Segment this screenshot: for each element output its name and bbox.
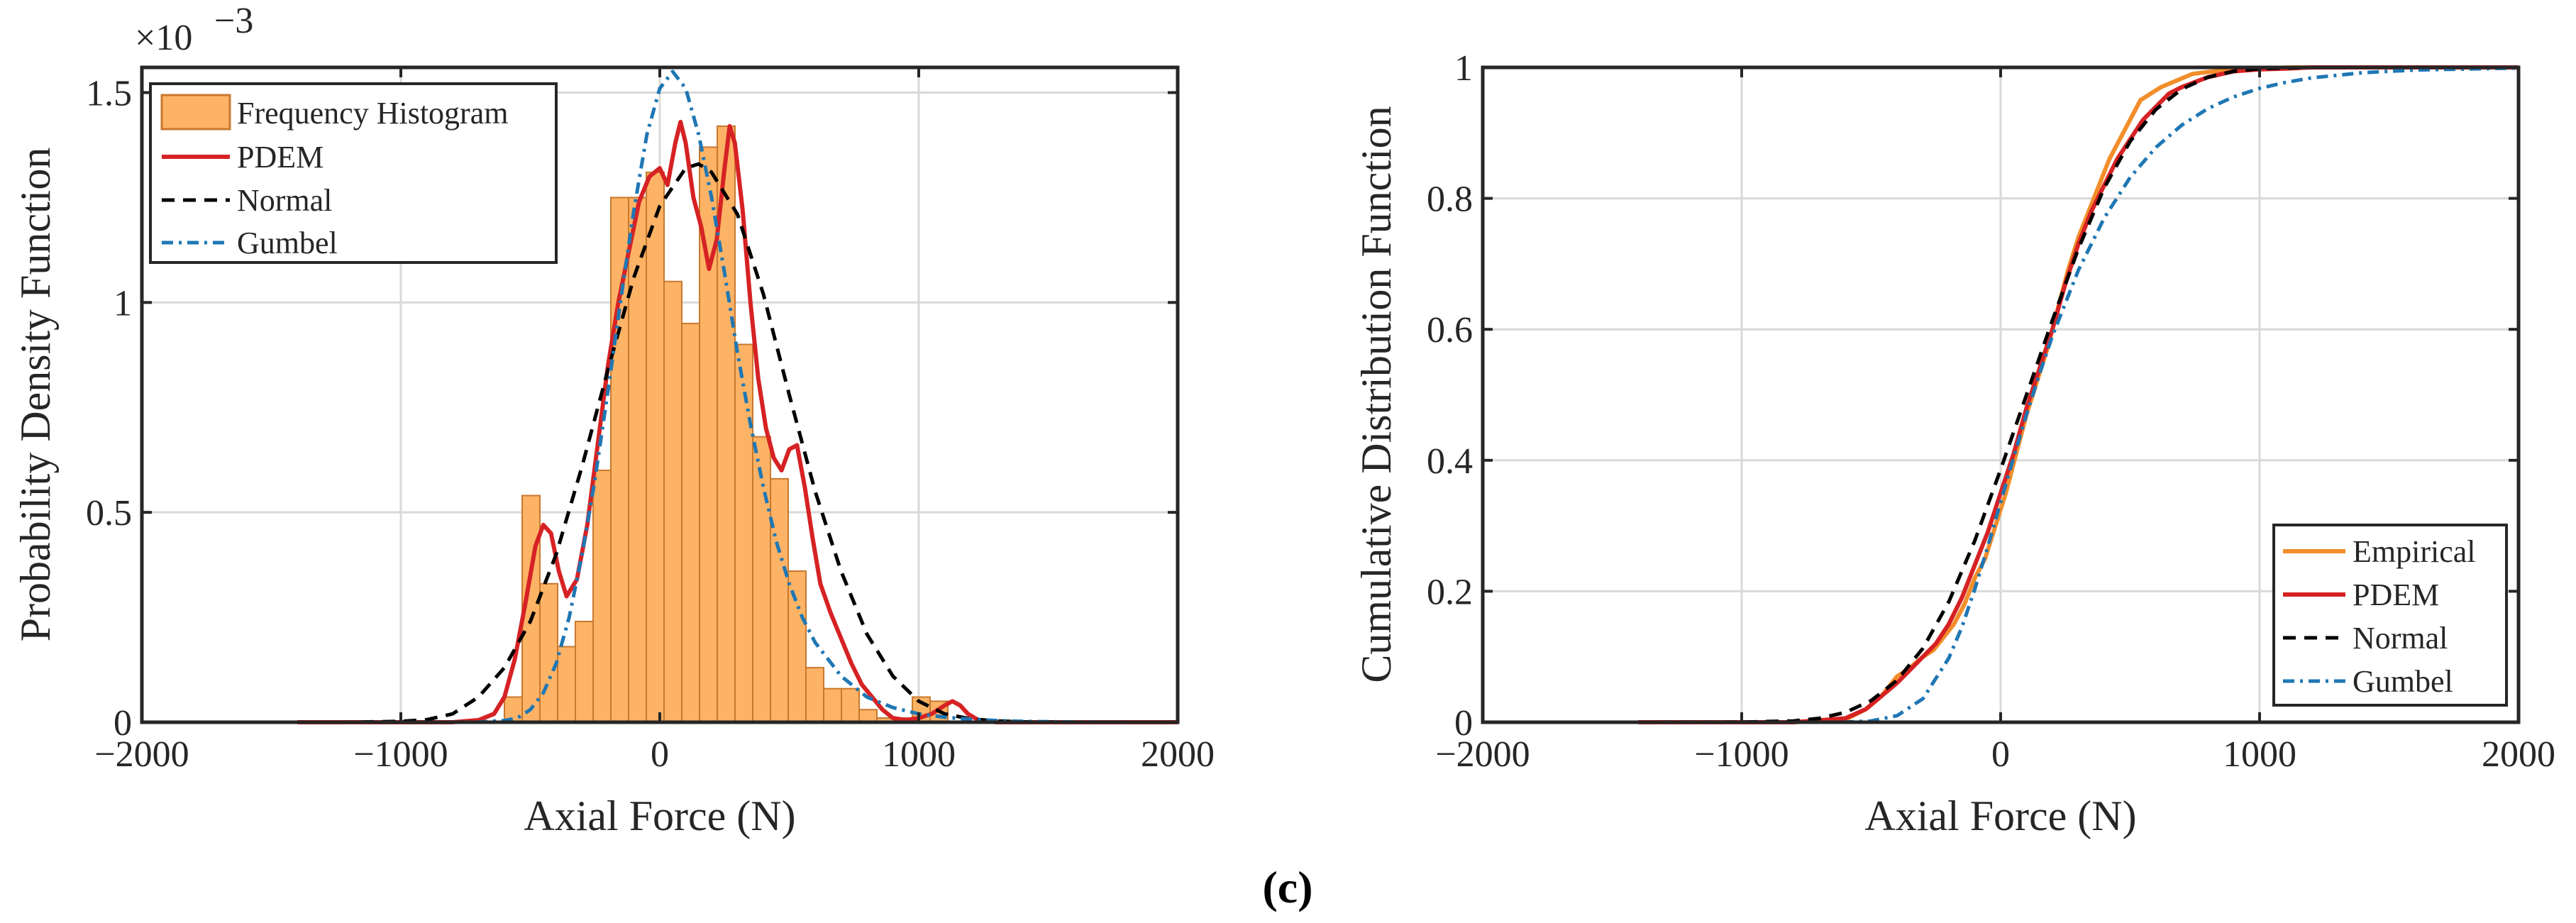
- pdf-x-axis-label: Axial Force (N): [524, 792, 795, 839]
- pdf-legend-label-histogram: Frequency Histogram: [237, 96, 508, 131]
- pdf-y-tick-label: 0: [114, 703, 132, 744]
- cdf-x-tick-label: 0: [1991, 734, 2010, 775]
- pdf-y-tick-label: 1.5: [86, 74, 132, 114]
- cdf-ticks: −2000 −1000 0 1000 2000 0 0.2 0.4 0.6 0.8 1: [1427, 48, 2555, 775]
- pdf-histogram-bar: [628, 197, 648, 723]
- pdf-histogram-bar: [734, 343, 754, 723]
- pdf-legend-histogram-swatch: [160, 94, 231, 131]
- pdf-histogram-bar: [823, 687, 843, 724]
- cdf-y-tick-label: 0.4: [1427, 441, 1473, 482]
- cdf-y-tick-label: 0.2: [1427, 572, 1473, 612]
- cdf-legend-label-empirical: Empirical: [2353, 534, 2476, 569]
- cdf-legend-label-pdem: PDEM: [2353, 577, 2439, 612]
- pdf-histogram: [504, 125, 949, 724]
- pdf-histogram-bar: [805, 667, 825, 723]
- pdf-histogram-bar: [575, 621, 595, 723]
- pdf-histogram-bar: [557, 646, 577, 723]
- figure-caption: (c): [1262, 862, 1312, 912]
- pdf-histogram-bar: [592, 470, 612, 723]
- pdf-series-pdem: [297, 119, 1178, 724]
- pdf-y-axis-label: Probability Density Function: [12, 148, 59, 642]
- cdf-series-normal: [1637, 65, 2519, 724]
- cdf-x-axis-label: Axial Force (N): [1864, 792, 2136, 839]
- pdf-legend-label-gumbel: Gumbel: [237, 226, 338, 260]
- cdf-legend-label-gumbel: Gumbel: [2353, 664, 2453, 699]
- cdf-y-tick-label: 0.6: [1427, 310, 1473, 350]
- cdf-y-tick-label: 0: [1454, 703, 1473, 744]
- pdf-y-tick-label: 1: [114, 283, 132, 324]
- cdf-x-tick-label: 2000: [2482, 734, 2555, 775]
- pdf-histogram-bar: [787, 570, 807, 723]
- pdf-y-tick-label: 0.5: [86, 493, 132, 534]
- pdf-legend: Frequency Histogram PDEM Normal Gumbel: [149, 82, 558, 264]
- pdf-x-tick-label: 0: [651, 734, 669, 775]
- cdf-gridlines: [1483, 67, 2519, 722]
- pdf-histogram-bar: [770, 477, 790, 723]
- cdf-legend: Empirical PDEM Normal Gumbel: [2272, 524, 2508, 707]
- pdf-series-lines: [297, 70, 1178, 724]
- cdf-x-tick-label: 1000: [2223, 734, 2296, 775]
- pdf-ticks: −2000 −1000 0 1000 2000 0 0.5 1 1.5: [86, 67, 1215, 775]
- pdf-histogram-bar: [841, 687, 861, 724]
- cdf-chart: −2000 −1000 0 1000 2000 0 0.2 0.4 0.6 0.8 1 Axial …: [1353, 48, 2555, 839]
- cdf-y-tick-label: 0.8: [1427, 179, 1473, 220]
- cdf-y-axis-label: Cumulative Distribution Function: [1353, 106, 1400, 682]
- cdf-series-lines: [1637, 65, 2519, 724]
- cdf-series-gumbel: [1638, 66, 2519, 724]
- pdf-histogram-bar: [752, 436, 772, 724]
- pdf-histogram-bar: [663, 280, 683, 723]
- cdf-legend-box: [2272, 524, 2508, 707]
- pdf-x-tick-label: 2000: [1141, 734, 1215, 775]
- pdf-chart: −2000 −1000 0 1000 2000 0 0.5 1 1.5 ×10 −3 Axial…: [12, 1, 1215, 839]
- pdf-x-tick-label: −2000: [94, 734, 189, 775]
- pdf-x-tick-label: 1000: [882, 734, 956, 775]
- pdf-series-normal: [297, 162, 1178, 724]
- pdf-histogram-bar: [539, 582, 559, 723]
- pdf-exponent-power: −3: [214, 1, 253, 41]
- cdf-legend-label-normal: Normal: [2353, 621, 2448, 656]
- pdf-histogram-bar: [858, 709, 878, 723]
- cdf-y-tick-label: 1: [1454, 48, 1473, 89]
- cdf-x-tick-label: −2000: [1435, 734, 1530, 775]
- pdf-legend-label-pdem: PDEM: [237, 140, 324, 175]
- pdf-x-tick-label: −1000: [353, 734, 448, 775]
- cdf-x-tick-label: −1000: [1694, 734, 1789, 775]
- pdf-legend-label-normal: Normal: [237, 183, 332, 218]
- pdf-exponent-base: ×10: [135, 18, 192, 58]
- pdf-histogram-bar: [646, 171, 665, 723]
- pdf-histogram-bar: [681, 322, 701, 723]
- pdf-series-gumbel: [297, 70, 1178, 724]
